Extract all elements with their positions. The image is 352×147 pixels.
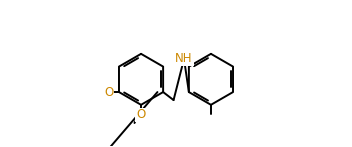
- Text: O: O: [104, 86, 113, 99]
- Text: O: O: [137, 108, 146, 122]
- Text: NH: NH: [175, 52, 193, 65]
